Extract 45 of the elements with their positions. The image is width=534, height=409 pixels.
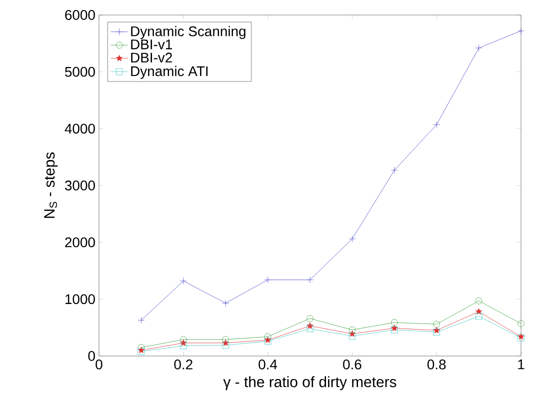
point — [518, 320, 524, 327]
x-axis-title: γ - the ratio of dirty meters — [223, 376, 396, 390]
x-tick-label: 0.6 — [343, 360, 362, 370]
point — [264, 276, 272, 284]
x-tick-label: 0.2 — [174, 360, 192, 370]
point — [391, 326, 398, 334]
point — [222, 300, 229, 307]
point — [348, 236, 356, 242]
y-tick-label: 3000 — [64, 180, 95, 190]
point — [391, 166, 398, 174]
point — [222, 336, 229, 343]
y-tick-label: 6000 — [65, 10, 95, 20]
point — [475, 312, 482, 320]
legend-label: Dynamic Scanning — [131, 26, 246, 40]
y-axis-title: N$_{S}$ - steps — [44, 152, 58, 218]
y-tick-label: 2000 — [65, 237, 95, 248]
x-tick-label: 0.4 — [258, 360, 278, 370]
point — [475, 297, 482, 304]
point — [306, 276, 314, 284]
x-tick-label: 1 — [518, 360, 524, 370]
point — [138, 316, 145, 324]
point — [180, 278, 187, 284]
point — [391, 319, 398, 326]
point — [180, 342, 187, 350]
y-tick-label: 4000 — [64, 124, 95, 134]
x-tick-label: 0.8 — [427, 360, 446, 370]
point — [348, 332, 356, 340]
x-tick-label: 0 — [96, 360, 102, 370]
point — [475, 44, 482, 52]
point — [433, 121, 440, 128]
y-tick-label: 5000 — [65, 66, 95, 77]
point — [222, 342, 229, 349]
legend-label: DBI-v2 — [131, 52, 172, 62]
y-tick-label: 1000 — [66, 294, 95, 304]
legend-label: DBI-v1 — [131, 40, 172, 50]
point — [306, 315, 314, 322]
point — [391, 324, 398, 331]
point — [518, 28, 524, 34]
point — [348, 326, 356, 334]
point — [138, 344, 145, 351]
point — [433, 320, 440, 328]
legend-label: Dynamic ATI — [131, 66, 208, 79]
point — [433, 328, 440, 336]
y-tick-label: 0 — [88, 351, 95, 361]
point — [306, 325, 314, 332]
